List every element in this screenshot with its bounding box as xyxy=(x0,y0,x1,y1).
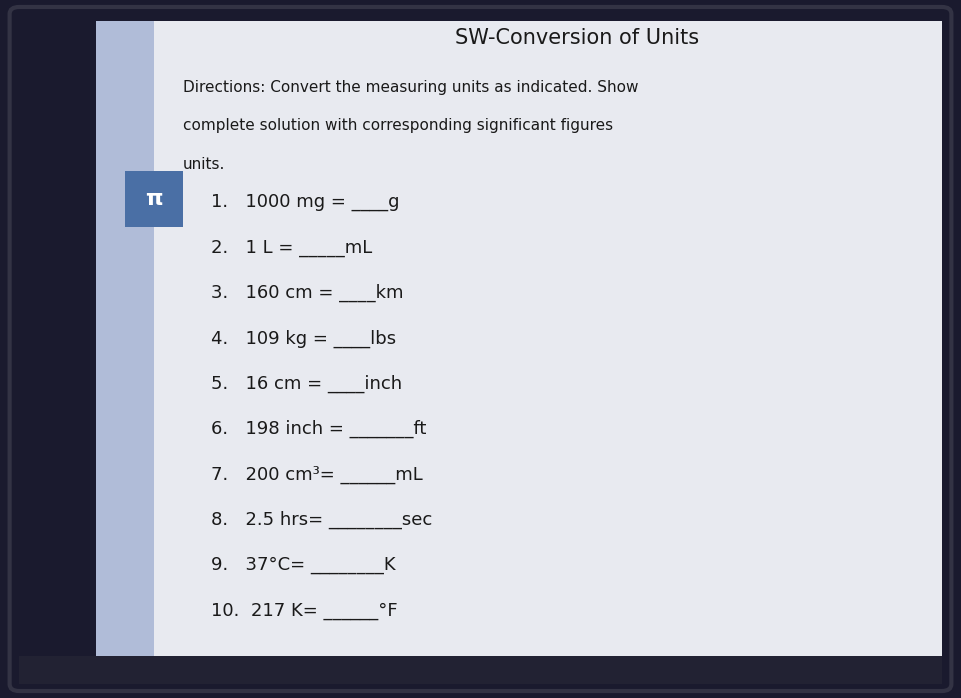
FancyBboxPatch shape xyxy=(135,21,942,670)
FancyBboxPatch shape xyxy=(125,171,183,227)
Text: 6.   198 inch = _______ft: 6. 198 inch = _______ft xyxy=(211,420,427,438)
Text: complete solution with corresponding significant figures: complete solution with corresponding sig… xyxy=(183,118,613,133)
Text: 2.   1 L = _____mL: 2. 1 L = _____mL xyxy=(211,239,373,257)
FancyBboxPatch shape xyxy=(10,7,951,691)
Text: 8.   2.5 hrs= ________sec: 8. 2.5 hrs= ________sec xyxy=(211,511,432,529)
Text: 7.   200 cm³= ______mL: 7. 200 cm³= ______mL xyxy=(211,466,423,484)
Text: 9.   37°C= ________K: 9. 37°C= ________K xyxy=(211,556,396,574)
Text: 4.   109 kg = ____lbs: 4. 109 kg = ____lbs xyxy=(211,329,397,348)
Text: π: π xyxy=(145,189,162,209)
FancyBboxPatch shape xyxy=(96,21,154,670)
Text: 10.  217 K= ______°F: 10. 217 K= ______°F xyxy=(211,602,398,620)
Text: Directions: Convert the measuring units as indicated. Show: Directions: Convert the measuring units … xyxy=(183,80,638,95)
Text: 5.   16 cm = ____inch: 5. 16 cm = ____inch xyxy=(211,375,403,393)
FancyBboxPatch shape xyxy=(19,656,942,684)
Text: SW-Conversion of Units: SW-Conversion of Units xyxy=(455,29,699,48)
Text: units.: units. xyxy=(183,156,225,172)
Text: 3.   160 cm = ____km: 3. 160 cm = ____km xyxy=(211,284,404,302)
Text: 1.   1000 mg = ____g: 1. 1000 mg = ____g xyxy=(211,193,400,211)
